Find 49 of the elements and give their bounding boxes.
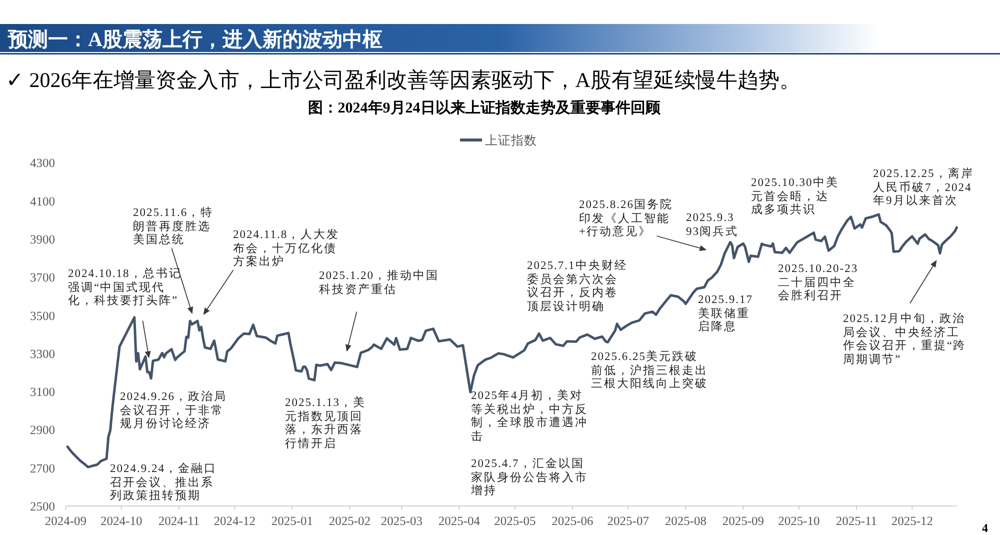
annotation: 2025.12.25，离岸人民币破7，2024年9月以来首次 bbox=[873, 168, 975, 209]
chart-subtitle: ✓ 2026年在增量资金入市，上市公司盈利改善等因素驱动下，A股有望延续慢牛趋势。 bbox=[6, 68, 800, 92]
x-tick-label: 2024-11 bbox=[158, 514, 200, 528]
annotation: 2025.8.26国务院印发《人工智能+行动意见》 bbox=[579, 199, 673, 240]
y-tick-label: 2700 bbox=[30, 461, 55, 476]
y-tick-label: 3500 bbox=[30, 308, 55, 323]
x-tick-label: 2025-03 bbox=[380, 514, 423, 528]
y-tick-label: 2500 bbox=[30, 500, 55, 514]
y-tick-label: 3700 bbox=[30, 270, 55, 285]
x-tick-label: 2025-08 bbox=[664, 514, 707, 528]
annotation: 2025.12月中旬，政治局会议、中央经济工作会议召开，重提“跨周期调节” bbox=[843, 313, 967, 368]
x-tick-label: 2025-06 bbox=[552, 514, 594, 528]
x-tick-label: 2024-09 bbox=[44, 514, 87, 528]
x-tick-label: 2025-05 bbox=[494, 514, 536, 528]
x-tick-label: 2025-12 bbox=[891, 514, 933, 528]
annotation: 2025.9.3 93阅兵式 bbox=[686, 212, 738, 238]
annotation: 2025.11.6，特朗普再度胜选美国总统 bbox=[133, 207, 215, 248]
y-tick-label: 2900 bbox=[30, 423, 55, 438]
y-tick-label: 3100 bbox=[30, 385, 55, 400]
x-tick-label: 2024-10 bbox=[100, 514, 142, 528]
annotation: 2024.10.18，总书记强调“中国式现代化，科技要打头阵” bbox=[68, 268, 183, 309]
y-tick-label: 3900 bbox=[30, 232, 55, 246]
annotation: 2025.10.30中美元首会晤，达成多项共识 bbox=[751, 177, 839, 218]
text: 图：2024年9月24日以来上证指数走势及重要事件回顾 bbox=[308, 100, 662, 116]
annotation: 2024.11.8，人大发布会，十万亿化债方案出炉 bbox=[233, 229, 340, 270]
annotation: 2024.9.24，金融口召开会议、推出系列政策扭转预期 bbox=[110, 463, 217, 504]
legend-label: 上证指数 bbox=[485, 134, 537, 148]
x-tick-label: 2025-04 bbox=[438, 514, 481, 528]
y-tick-label: 3300 bbox=[30, 346, 55, 361]
annotation: 2025.4.7，汇金以国家队身份公告将入市增持 bbox=[471, 458, 589, 499]
y-tick-label: 4300 bbox=[30, 156, 55, 170]
text: 4 bbox=[982, 521, 988, 535]
y-tick-label: 4100 bbox=[30, 194, 55, 208]
x-tick-label: 2025-10 bbox=[778, 514, 820, 528]
x-tick-label: 2025-01 bbox=[271, 514, 313, 528]
x-tick-label: 2025-09 bbox=[722, 514, 764, 528]
chart-title: 预测一：A股震荡上行，进入新的波动中枢 bbox=[7, 28, 382, 51]
annotation: 2025.1.13，美元指数见顶回落，东升西落行情开启 bbox=[285, 397, 367, 452]
annotation: 2025.10.20-23二十届四中全会胜利召开 bbox=[778, 263, 860, 304]
x-tick-label: 2025-02 bbox=[328, 514, 371, 528]
x-tick-label: 2025-11 bbox=[836, 514, 878, 528]
annotation: 2024.9.26，政治局会议召开，于非常规月份讨论经济 bbox=[120, 391, 227, 432]
annotation: 2025.6.25美元跌破前低，沪指三根走出三根大阳线向上突破 bbox=[591, 351, 709, 392]
annotation: 2025.1.20，推动中国科技资产重估 bbox=[319, 270, 439, 298]
x-tick-label: 2024-12 bbox=[214, 514, 256, 528]
annotation: 2025年4月初，美对等关税出炉，中方反制，全球股市遭遇冲击 bbox=[471, 390, 589, 444]
x-tick-label: 2025-07 bbox=[607, 514, 649, 528]
annotation: 2025.9.17美联储重启降息 bbox=[698, 294, 754, 335]
annotation: 2025.7.1中央财经委员会第六次会议召开，反内卷顶层设计明确 bbox=[527, 260, 628, 314]
